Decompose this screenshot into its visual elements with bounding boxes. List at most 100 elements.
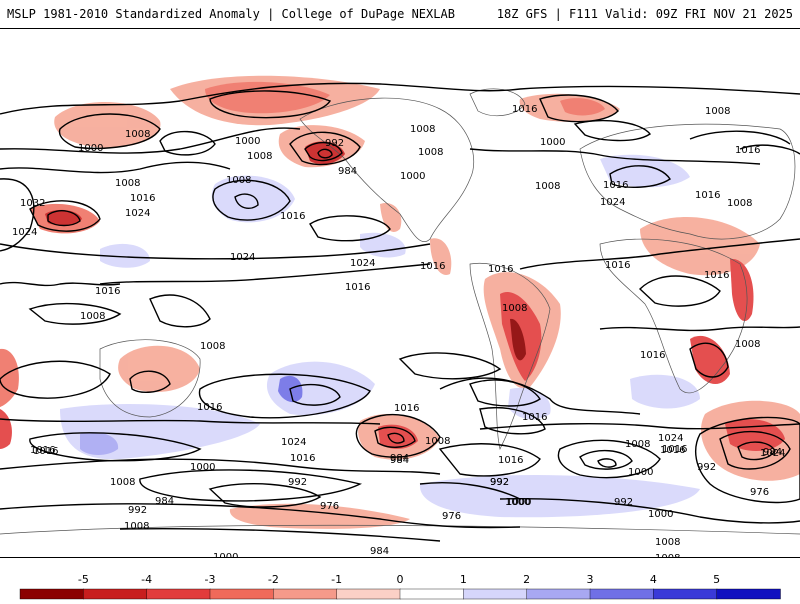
colorbar-swatch — [273, 588, 338, 600]
greenland-outline — [469, 88, 526, 117]
colorbar-swatch — [336, 588, 401, 600]
isobar — [719, 430, 791, 470]
isobar-label: 1000 — [190, 462, 215, 473]
isobar — [28, 302, 122, 325]
isobar-label: 1000 — [78, 143, 103, 154]
isobar — [209, 90, 332, 119]
isobar-label: 1008 — [247, 151, 272, 162]
isobar-label: 992 — [697, 462, 716, 473]
colorbar-swatch — [83, 588, 148, 600]
anomaly-region — [419, 474, 700, 518]
australia-outline — [99, 339, 201, 418]
isobar — [29, 432, 202, 462]
colorbar-tick-label: -3 — [205, 573, 216, 586]
colorbar: -5 -4 -3 -2 -1 0 1 2 3 4 5 — [0, 558, 800, 600]
colorbar-tick-label: -2 — [268, 573, 279, 586]
isobar — [0, 161, 231, 174]
anomaly-region — [510, 318, 526, 361]
isobar — [0, 127, 301, 154]
isobar — [198, 373, 371, 419]
isobar-label: 1024 — [12, 227, 37, 238]
colorbar-tick-label: 2 — [523, 573, 530, 586]
colorbar-tick-label: 1 — [460, 573, 467, 586]
anomaly-region — [640, 217, 760, 276]
isobar-label: 1000 — [235, 136, 260, 147]
antarctica-outline — [0, 524, 800, 535]
isobar-label: 992 — [325, 138, 344, 149]
north-america-outline — [299, 97, 474, 242]
isobar-label: 1016 — [662, 444, 687, 455]
isobar-label: 984 — [338, 166, 357, 177]
anomaly-region — [0, 409, 12, 449]
colorbar-swatch — [146, 588, 211, 600]
isobar — [689, 342, 729, 378]
anomaly-region — [600, 154, 690, 188]
isobar-label: 1000 — [648, 509, 673, 520]
isobar — [737, 441, 776, 461]
isobar — [0, 458, 441, 475]
colorbar-swatches — [19, 588, 781, 600]
isobar-label: 1016 — [522, 412, 547, 423]
isobar-label: 1008 — [425, 436, 450, 447]
positive-anomaly-shading — [60, 154, 700, 518]
isobar — [0, 360, 111, 399]
isobar — [58, 113, 161, 150]
isobar-label: 1000 — [213, 552, 238, 559]
isobar-label: 1008 — [200, 341, 225, 352]
colorbar-swatch — [399, 588, 465, 600]
isobar-label: 1016 — [345, 282, 370, 293]
isobar-label: 1024 — [760, 448, 785, 459]
colorbar-swatch — [653, 588, 718, 600]
isobar — [374, 426, 416, 448]
anomaly-region — [630, 374, 700, 409]
isobar — [439, 377, 641, 415]
isobar-label: 992 — [490, 477, 509, 488]
isobar-label: 1008 — [502, 303, 527, 314]
isobar-label: 1016 — [735, 145, 760, 156]
isobar-label: 1016 — [704, 270, 729, 281]
colorbar-tick-label: 3 — [587, 573, 594, 586]
anomaly-map: 1008 1000 1008 1016 1032 1024 1024 1016 … — [0, 75, 800, 559]
colorbar-swatch — [463, 588, 528, 600]
isobar-label: 1008 — [727, 198, 752, 209]
colorbar-swatch — [19, 588, 85, 600]
isobar — [398, 352, 502, 380]
colorbar-tick-label: -5 — [78, 573, 89, 586]
isobar — [208, 483, 322, 508]
anomaly-region — [118, 345, 200, 393]
isobar-label: 1008 — [705, 106, 730, 117]
isobar — [159, 130, 216, 156]
isobar-label: 1024 — [658, 433, 683, 444]
isobar — [289, 131, 361, 166]
isobar-label: 1000 — [400, 171, 425, 182]
isobar-label: 1008 — [115, 178, 140, 189]
header-bar: MSLP 1981-2010 Standardized Anomaly | Co… — [0, 0, 800, 28]
anomaly-region — [560, 98, 605, 116]
isobar-label: 976 — [320, 501, 339, 512]
isobar-label: 1008 — [124, 521, 149, 532]
isobar-label: 992 — [128, 505, 147, 516]
anomaly-region — [211, 175, 295, 223]
isobar-label: 1016 — [640, 350, 665, 361]
colorbar-swatch — [589, 588, 655, 600]
anomaly-region — [378, 424, 418, 449]
isobar-label: 1024 — [350, 258, 375, 269]
isobar — [119, 527, 441, 542]
isobar-label: 1000 — [505, 497, 530, 508]
continent-outlines — [0, 88, 800, 535]
isobar — [739, 144, 800, 155]
colorbar-tick-label: 5 — [713, 573, 720, 586]
isobar — [0, 418, 381, 425]
south-america-outline — [469, 262, 551, 451]
isobar — [638, 275, 721, 307]
isobar-label: 984 — [390, 453, 409, 464]
isobar — [129, 370, 171, 393]
anomaly-region — [229, 503, 410, 529]
isobar-label: 976 — [750, 487, 769, 498]
isobar-label: 1008 — [655, 553, 680, 559]
isobar — [469, 379, 541, 407]
isobar — [689, 130, 791, 145]
map-panel: 1008 1000 1008 1016 1032 1024 1024 1016 … — [0, 28, 800, 559]
isobar — [0, 503, 521, 529]
isobar-label: 1008 — [110, 477, 135, 488]
